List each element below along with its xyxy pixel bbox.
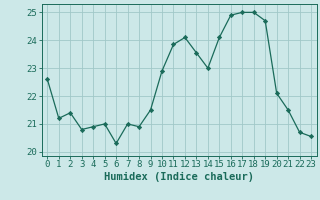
X-axis label: Humidex (Indice chaleur): Humidex (Indice chaleur) [104,172,254,182]
